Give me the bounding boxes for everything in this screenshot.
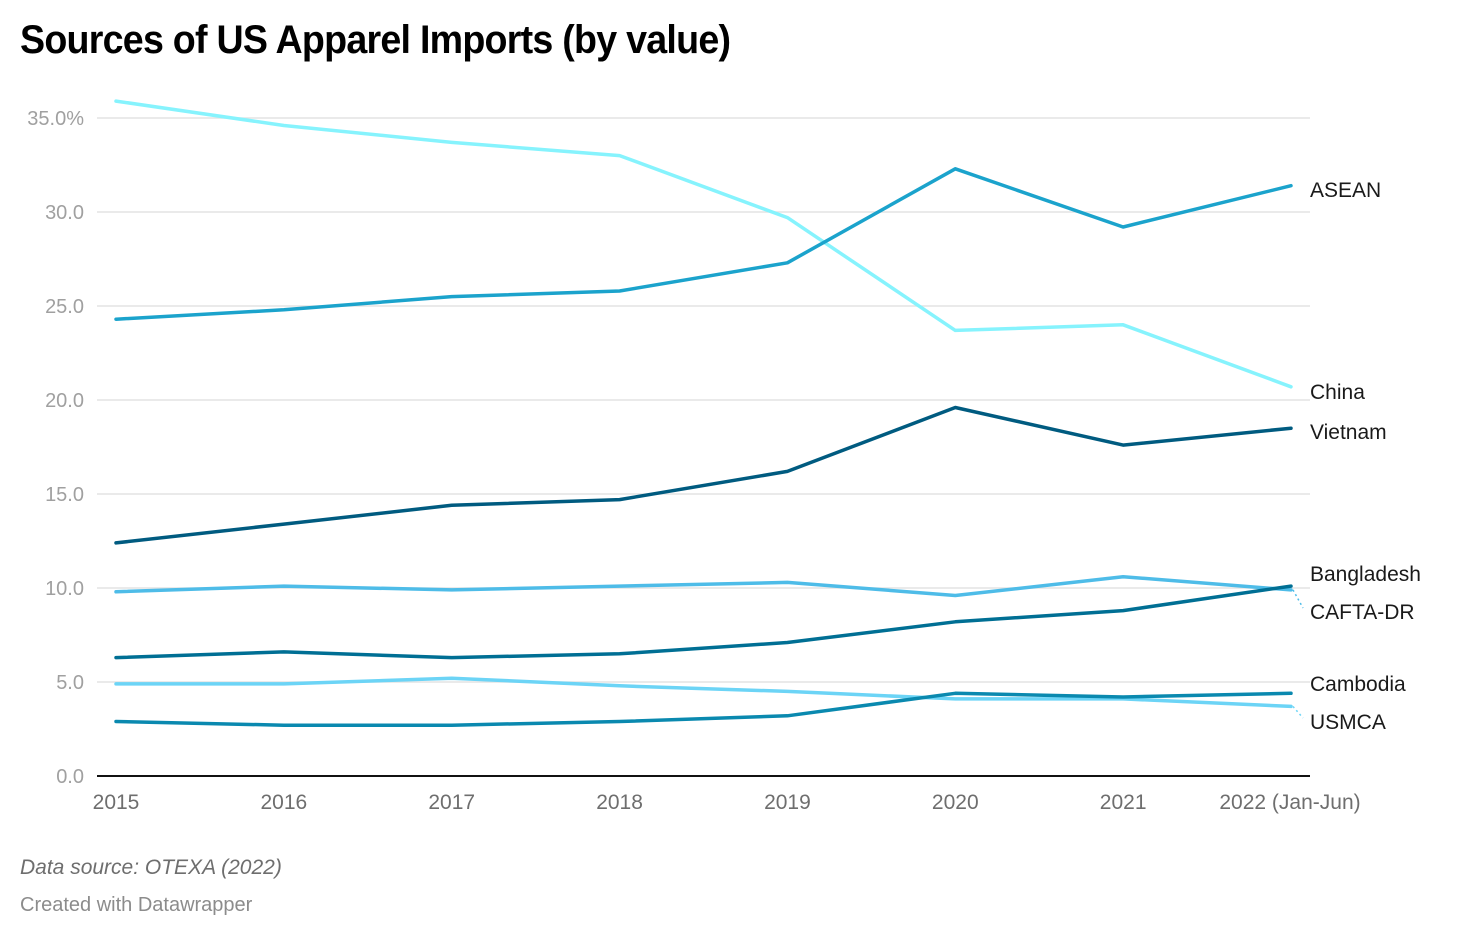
series-lines — [114, 99, 1293, 727]
y-tick-label: 35.0% — [27, 108, 84, 130]
series-line-cambodia — [114, 691, 1293, 727]
series-line-bangladesh — [114, 584, 1293, 660]
y-tick-label: 15.0 — [45, 484, 84, 506]
data-source-note: Data source: OTEXA (2022) — [20, 856, 282, 879]
x-tick-label: 2021 — [1100, 791, 1147, 814]
series-label-vietnam: Vietnam — [1310, 421, 1387, 444]
x-tick-label: 2019 — [764, 791, 811, 814]
series-label-bangladesh: Bangladesh — [1310, 563, 1421, 586]
x-tick-label: 2018 — [596, 791, 643, 814]
series-line-china — [114, 99, 1293, 389]
label-connector — [1292, 705, 1304, 719]
series-line-asean — [114, 167, 1293, 321]
series-label-cambodia: Cambodia — [1310, 673, 1406, 696]
series-line-cafta-dr — [114, 574, 1293, 598]
y-tick-label: 10.0 — [45, 578, 84, 600]
y-axis-ticks: 0.0 5.0 10.0 15.0 20.0 25.0 30.0 35.0% — [27, 108, 84, 788]
series-label-cafta-dr: CAFTA-DR — [1310, 601, 1415, 624]
series-line-vietnam — [114, 405, 1293, 545]
y-tick-label: 25.0 — [45, 296, 84, 318]
x-tick-label: 2020 — [932, 791, 979, 814]
y-tick-label: 0.0 — [56, 766, 84, 788]
series-label-china: China — [1310, 381, 1365, 404]
label-connector — [1292, 589, 1304, 609]
x-tick-label: 2022 (Jan-Jun) — [1219, 791, 1360, 814]
series-line-usmca — [114, 676, 1293, 709]
credit-note: Created with Datawrapper — [20, 894, 253, 916]
y-tick-label: 5.0 — [56, 672, 84, 694]
y-tick-label: 20.0 — [45, 390, 84, 412]
x-tick-label: 2017 — [428, 791, 475, 814]
x-tick-label: 2016 — [260, 791, 307, 814]
gridlines — [97, 117, 1310, 777]
chart-title: Sources of US Apparel Imports (by value) — [20, 18, 731, 62]
y-tick-label: 30.0 — [45, 202, 84, 224]
series-labels: China ASEAN Vietnam CAFTA-DR Bangladesh USMCA… — [1292, 179, 1421, 734]
x-tick-label: 2015 — [93, 791, 140, 814]
series-label-usmca: USMCA — [1310, 711, 1386, 734]
x-axis-ticks: 2015 2016 2017 2018 2019 2020 2021 2022 (Jan-Ju… — [93, 791, 1361, 814]
series-label-asean: ASEAN — [1310, 179, 1381, 202]
